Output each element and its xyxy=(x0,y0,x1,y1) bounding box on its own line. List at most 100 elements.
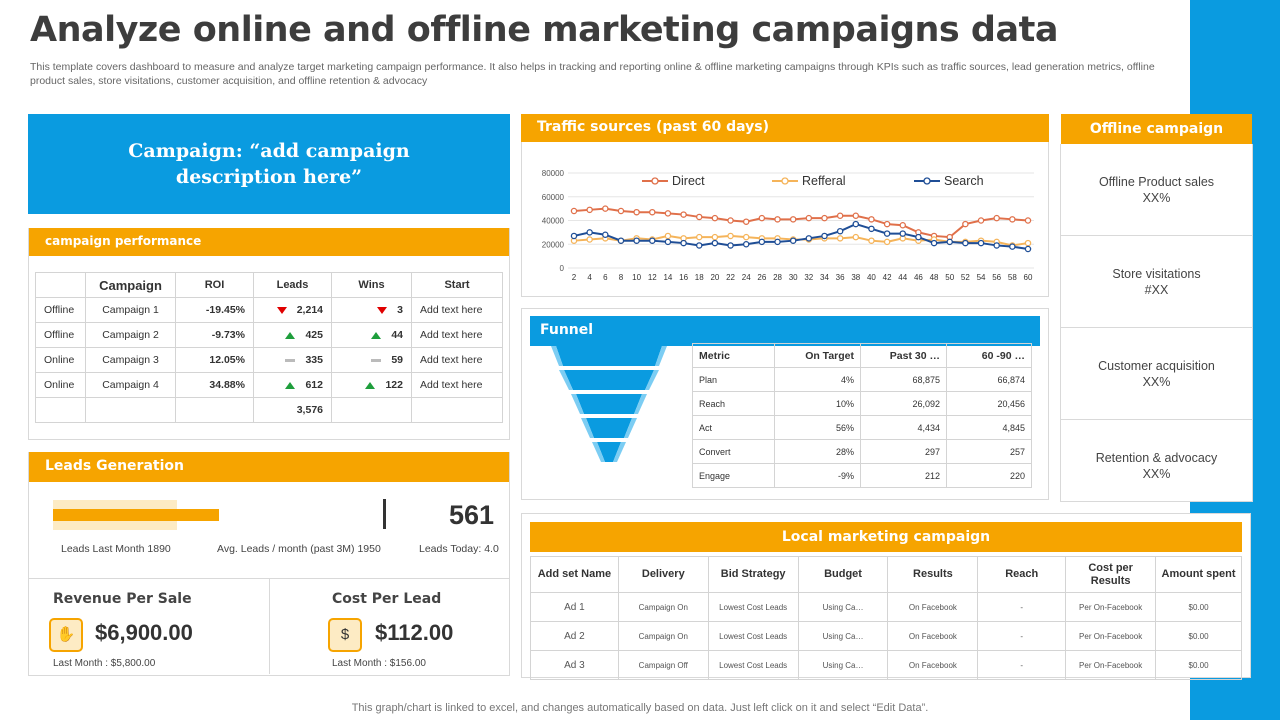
total-cell xyxy=(411,397,503,423)
funnel-col-past60: 60 -90 … xyxy=(946,343,1032,368)
cell-text: Campaign 2 xyxy=(102,329,159,341)
legend-marker xyxy=(781,177,789,185)
funnel-level-2 xyxy=(564,370,654,390)
funnel-row: Act 56% 4,434 4,845 xyxy=(692,415,1032,440)
x-tick-label: 32 xyxy=(804,273,813,282)
campaign-performance-header: campaign performance xyxy=(29,228,509,256)
data-point xyxy=(711,214,719,222)
leads-generation-panel: Leads Generation 561 Leads Last Month 18… xyxy=(28,452,510,676)
local-col: Reach xyxy=(977,556,1067,593)
money-hand-icon: ✋ xyxy=(49,618,83,652)
cell-text: Online xyxy=(44,354,75,366)
x-tick-label: 14 xyxy=(663,273,672,282)
cell-start: Add text here xyxy=(411,297,503,323)
funnel-header: Funnel xyxy=(530,316,1040,346)
data-point xyxy=(899,230,907,237)
data-point xyxy=(852,212,860,220)
data-point xyxy=(993,242,1000,249)
data-point xyxy=(586,236,593,243)
y-tick-label: 20000 xyxy=(542,240,565,249)
data-point xyxy=(930,239,938,247)
data-point xyxy=(852,220,860,228)
data-point xyxy=(633,237,640,244)
data-point xyxy=(649,208,656,216)
data-point xyxy=(962,220,969,228)
funnel-level-edge xyxy=(634,394,647,414)
cell-text: 612 xyxy=(305,379,323,391)
table-row: Offline Campaign 2 -9.73% 425 44 Add text her… xyxy=(35,322,503,348)
x-tick-label: 42 xyxy=(883,273,892,282)
data-point xyxy=(727,242,734,249)
data-point xyxy=(977,239,985,247)
cell-text: 34.88% xyxy=(209,379,245,391)
funnel-cell-past30: 26,092 xyxy=(860,391,947,416)
funnel-row: Reach 10% 26,092 20,456 xyxy=(692,391,1032,416)
cell-text: 122 xyxy=(385,379,403,391)
local-marketing-table: Add set Name Delivery Bid Strategy Budget Re… xyxy=(530,556,1242,680)
local-cell: $0.00 xyxy=(1155,650,1242,680)
funnel-level-edge xyxy=(655,346,667,366)
x-tick-label: 60 xyxy=(1024,273,1033,282)
funnel-level-edge xyxy=(613,442,626,462)
x-tick-label: 30 xyxy=(789,273,798,282)
x-tick-label: 58 xyxy=(1008,273,1017,282)
col-wins: Wins xyxy=(331,272,412,298)
local-col: Bid Strategy xyxy=(707,556,799,593)
data-point xyxy=(868,237,875,244)
data-point xyxy=(570,207,578,215)
data-point xyxy=(1009,216,1016,223)
table-row: Ad 2 Campaign On Lowest Cost Leads Using Ca… xyxy=(530,621,1242,651)
funnel-cell-past60: 257 xyxy=(946,439,1032,464)
funnel-cell-metric: Act xyxy=(692,415,775,440)
data-point xyxy=(977,217,985,224)
col-start: Start xyxy=(411,272,503,298)
cell-text: 59 xyxy=(391,354,403,366)
local-cell: Using Ca… xyxy=(797,650,889,680)
campaign-description-box[interactable]: Campaign: “add campaign description here… xyxy=(28,114,510,214)
y-tick-label: 80000 xyxy=(542,169,565,178)
local-cell: Per On-Facebook xyxy=(1065,621,1157,651)
data-point xyxy=(774,238,781,246)
revenue-value: $6,900.00 xyxy=(95,620,193,645)
leads-today-marker xyxy=(383,499,386,529)
offline-item-value: XX% xyxy=(1142,467,1171,481)
legend-label: Search xyxy=(944,174,984,188)
local-cell: Ad 1 xyxy=(530,592,619,622)
local-cell: Using Ca… xyxy=(797,621,889,651)
local-cell: - xyxy=(977,592,1067,622)
data-point xyxy=(727,217,734,224)
cell-text: Add text here xyxy=(420,329,483,341)
cell-wins: 122 xyxy=(331,372,412,398)
funnel-row: Convert 28% 297 257 xyxy=(692,439,1032,464)
local-marketing-header: Local marketing campaign xyxy=(530,522,1242,552)
local-col: Add set Name xyxy=(530,556,619,593)
data-point xyxy=(664,232,672,240)
x-tick-label: 36 xyxy=(836,273,845,282)
local-cell: Campaign On xyxy=(617,621,709,651)
x-tick-label: 2 xyxy=(572,273,577,282)
data-point xyxy=(836,235,844,242)
cell-text: Campaign 4 xyxy=(102,379,159,391)
campaign-line-1: Campaign: “add campaign xyxy=(128,140,410,162)
data-point xyxy=(868,216,875,223)
footer-note: This graph/chart is linked to excel, and… xyxy=(351,702,929,714)
offline-item-value: XX% xyxy=(1142,190,1171,205)
campaign-line-2: description here” xyxy=(175,166,363,188)
cell-campaign: Campaign 4 xyxy=(85,372,176,398)
data-point xyxy=(680,211,687,218)
cell-leads: 2,214 xyxy=(253,297,332,323)
local-cell: On Facebook xyxy=(887,592,979,622)
data-point xyxy=(742,233,750,241)
funnel-cell-past60: 66,874 xyxy=(946,367,1032,392)
offline-item-value: XX% xyxy=(1142,374,1171,389)
funnel-cell-past60: 220 xyxy=(946,463,1032,488)
funnel-level-edge xyxy=(592,442,605,462)
local-cell: On Facebook xyxy=(887,650,979,680)
data-point xyxy=(821,232,828,240)
funnel-cell-metric: Engage xyxy=(692,463,775,488)
funnel-cell-past30: 4,434 xyxy=(860,415,947,440)
cell-start: Add text here xyxy=(411,322,503,348)
data-point xyxy=(742,218,750,225)
data-point xyxy=(664,238,672,246)
